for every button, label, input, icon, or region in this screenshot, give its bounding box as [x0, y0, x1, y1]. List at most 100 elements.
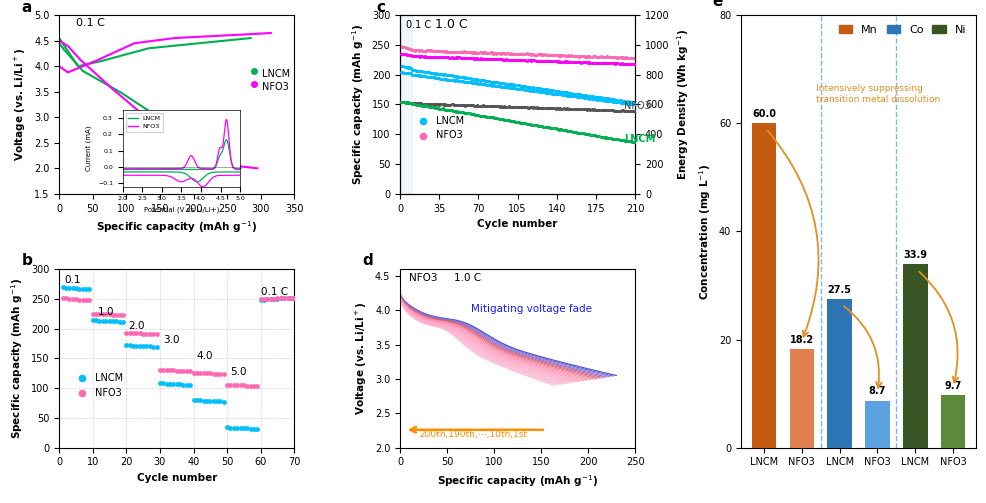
Point: [554, 126, 570, 134]
Point: [425, 73, 441, 81]
Point: [492, 82, 508, 91]
Point: [533, 104, 549, 112]
Point: [610, 98, 626, 106]
Point: [617, 60, 633, 68]
Point: [394, 62, 410, 70]
Point: [463, 101, 479, 109]
Point: [588, 106, 603, 114]
Point: [558, 57, 574, 65]
Point: [82, 285, 98, 293]
Point: [571, 129, 587, 137]
Point: [528, 104, 543, 112]
Point: [483, 48, 499, 56]
Point: [524, 104, 539, 112]
Point: [426, 104, 442, 112]
Point: [202, 370, 218, 378]
Point: [492, 115, 508, 123]
Point: [443, 106, 458, 114]
Point: [511, 118, 527, 126]
Point: [617, 54, 633, 62]
Point: [400, 99, 416, 107]
Point: [405, 99, 421, 107]
Point: [416, 47, 432, 55]
Point: [399, 51, 415, 59]
Point: [505, 80, 521, 88]
Point: [439, 47, 455, 55]
Point: [608, 54, 624, 62]
Point: [246, 425, 262, 433]
Point: [444, 48, 459, 56]
Point: [490, 49, 506, 57]
Point: [436, 105, 452, 113]
Point: [533, 51, 549, 59]
Point: [455, 73, 470, 81]
Point: [590, 96, 605, 104]
Legend: LNCM, NFO3: LNCM, NFO3: [69, 369, 127, 401]
Point: [485, 81, 501, 90]
Point: [491, 115, 507, 123]
Point: [620, 54, 636, 62]
Point: [482, 78, 498, 86]
Point: [468, 111, 484, 119]
Point: [611, 136, 627, 144]
Point: [620, 107, 636, 115]
Point: [443, 76, 458, 84]
Point: [458, 73, 474, 81]
Point: [543, 104, 559, 112]
Point: [435, 74, 451, 82]
Point: [508, 80, 524, 89]
Point: [602, 96, 618, 104]
Point: [565, 105, 581, 113]
Point: [496, 55, 512, 63]
Point: [502, 56, 518, 64]
Point: [276, 294, 292, 302]
Point: [470, 75, 486, 83]
Point: [462, 48, 478, 56]
Point: [546, 57, 562, 65]
Point: [510, 56, 526, 64]
Point: [623, 98, 639, 106]
Point: [542, 51, 558, 59]
Point: [534, 85, 550, 93]
Point: [605, 96, 621, 104]
Point: [583, 106, 599, 114]
Point: [622, 98, 638, 106]
Point: [585, 52, 600, 60]
Text: 9.7: 9.7: [945, 381, 961, 391]
Point: [444, 76, 459, 84]
Point: [566, 90, 582, 98]
Point: [102, 317, 117, 325]
Point: [605, 53, 621, 61]
Point: [88, 310, 104, 318]
Point: [206, 370, 222, 378]
Point: [249, 425, 265, 433]
Point: [485, 102, 501, 110]
Point: [507, 56, 523, 64]
Point: [500, 56, 516, 64]
Point: [473, 54, 489, 62]
Point: [465, 78, 481, 87]
Point: [594, 59, 609, 67]
Point: [625, 138, 641, 146]
Point: [603, 98, 619, 106]
Point: [544, 57, 560, 65]
Point: [519, 120, 534, 128]
Point: [185, 396, 201, 404]
Point: [595, 106, 610, 114]
Point: [216, 370, 232, 378]
Point: [409, 101, 425, 109]
Point: [426, 47, 442, 55]
Point: [576, 105, 592, 113]
Point: [539, 57, 555, 65]
Point: [574, 93, 590, 101]
Point: [495, 83, 511, 91]
Point: [528, 121, 543, 129]
Point: [602, 134, 618, 142]
Point: [520, 86, 535, 94]
Point: [394, 98, 410, 106]
Point: [65, 295, 81, 303]
Point: [413, 52, 429, 60]
Point: [537, 51, 553, 59]
Point: [411, 71, 427, 79]
Point: [417, 102, 433, 110]
